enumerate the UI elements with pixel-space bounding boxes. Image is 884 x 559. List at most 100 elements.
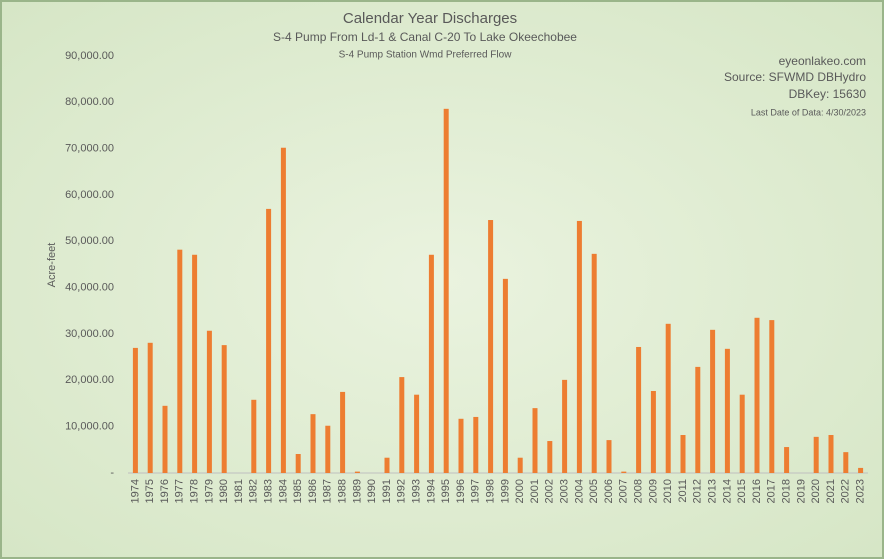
bar (621, 471, 627, 473)
bar (828, 435, 834, 473)
x-tick-label: 2009 (647, 479, 659, 503)
bar (858, 467, 864, 473)
x-tick-label: 2021 (825, 479, 837, 503)
bar (132, 347, 138, 473)
bar (488, 220, 494, 473)
x-tick-label: 2016 (751, 479, 763, 503)
x-tick-label: 1997 (470, 479, 482, 503)
x-tick-label: 2018 (781, 479, 793, 503)
bar (680, 435, 686, 473)
x-tick-label: 2003 (559, 479, 571, 503)
bar (473, 416, 479, 473)
bar (502, 278, 508, 473)
x-tick-label: 2023 (855, 479, 867, 503)
bar (843, 452, 849, 473)
bar (221, 345, 227, 473)
y-tick-label: 60,000.00 (65, 189, 114, 201)
bar (591, 253, 597, 473)
bar (458, 418, 464, 473)
y-tick-label: 50,000.00 (65, 235, 114, 247)
x-tick-label: 1979 (203, 479, 215, 503)
x-tick-label: 1993 (411, 479, 423, 503)
bar (206, 330, 212, 473)
x-tick-label: 1985 (292, 479, 304, 503)
bar (813, 436, 819, 473)
bar (562, 379, 568, 473)
annotation: Last Date of Data: 4/30/2023 (751, 107, 866, 117)
bar (295, 454, 301, 473)
x-tick-label: 1994 (425, 479, 437, 503)
bar (251, 399, 257, 473)
y-tick-label: 80,000.00 (65, 96, 114, 108)
y-tick-label: 40,000.00 (65, 282, 114, 294)
y-tick-label: 90,000.00 (65, 50, 114, 62)
x-tick-label: 1988 (337, 479, 349, 503)
x-tick-label: 2002 (544, 479, 556, 503)
bar (754, 317, 760, 473)
x-tick-label: 2001 (529, 479, 541, 503)
bar (724, 348, 730, 473)
x-tick-label: 1992 (396, 479, 408, 503)
x-tick-label: 2004 (573, 479, 585, 503)
bar (266, 208, 272, 473)
x-tick-label: 2006 (603, 479, 615, 503)
bar (192, 254, 198, 473)
y-tick-label: 20,000.00 (65, 374, 114, 386)
x-tick-label: 2015 (736, 479, 748, 503)
x-tick-label: 1983 (263, 479, 275, 503)
bar (739, 394, 745, 473)
x-tick-label: 1991 (381, 479, 393, 503)
x-tick-label: 1975 (144, 479, 156, 503)
bar (147, 342, 153, 473)
x-tick-label: 2010 (662, 479, 674, 503)
bar (340, 391, 346, 473)
x-tick-label: 1987 (322, 479, 334, 503)
bar (428, 254, 434, 473)
x-tick-label: 1984 (277, 479, 289, 503)
bar (784, 447, 790, 473)
bar (665, 323, 671, 473)
x-tick-label: 1996 (455, 479, 467, 503)
y-tick-label: 70,000.00 (65, 143, 114, 155)
bar (384, 457, 390, 473)
chart-title: Calendar Year Discharges (343, 10, 517, 27)
x-tick-label: 2012 (692, 479, 704, 503)
x-tick-label: 2020 (810, 479, 822, 503)
bar (606, 440, 612, 473)
bar (517, 457, 523, 473)
bar (532, 408, 538, 473)
annotation: Source: SFWMD DBHydro (724, 70, 866, 84)
x-tick-label: 2011 (677, 479, 689, 503)
annotation: eyeonlakeo.com (779, 54, 866, 68)
bar (325, 425, 331, 473)
x-tick-label: 2013 (707, 479, 719, 503)
x-tick-label: 1980 (218, 479, 230, 503)
x-tick-label: 1999 (499, 479, 511, 503)
bar (280, 147, 286, 474)
y-tick-label: - (110, 467, 114, 479)
x-tick-label: 2007 (618, 479, 630, 503)
bar (710, 329, 716, 473)
y-tick-label: 30,000.00 (65, 328, 114, 340)
bar (443, 108, 449, 473)
chart-subtitle: S-4 Pump From Ld-1 & Canal C-20 To Lake … (273, 30, 577, 44)
x-tick-label: 1981 (233, 479, 245, 503)
x-tick-label: 1974 (129, 479, 141, 503)
x-tick-label: 1989 (351, 479, 363, 503)
x-tick-label: 2014 (721, 479, 733, 503)
bar (414, 394, 420, 473)
annotation: DBKey: 15630 (789, 87, 867, 101)
bar (636, 346, 642, 473)
x-tick-label: 1976 (159, 479, 171, 503)
bar (769, 320, 775, 473)
bar (695, 366, 701, 473)
x-tick-label: 1982 (248, 479, 260, 503)
x-tick-label: 1990 (366, 479, 378, 503)
bar (310, 414, 316, 473)
bar (162, 405, 168, 473)
x-tick-label: 2022 (840, 479, 852, 503)
bar (547, 441, 553, 473)
